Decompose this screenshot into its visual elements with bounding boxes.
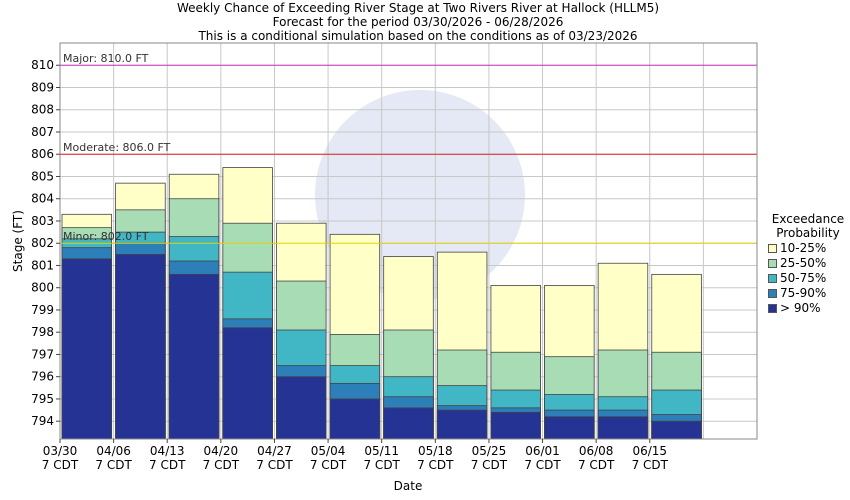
- plot-border: [59, 42, 758, 440]
- y-tick-label: 809: [31, 80, 54, 94]
- bar-segment: [383, 407, 434, 440]
- bar-segment: [276, 376, 327, 440]
- y-axis-label: Stage (FT): [11, 210, 25, 272]
- x-tick-sublabel: 7 CDT: [256, 458, 293, 472]
- x-tick-sublabel: 7 CDT: [203, 458, 240, 472]
- x-tick-label: 04/27: [257, 444, 292, 458]
- x-tick-label: 05/11: [364, 444, 399, 458]
- y-tick-label: 800: [31, 281, 54, 295]
- y-tick-label: 802: [31, 236, 54, 250]
- legend-label: 10-25%: [780, 241, 827, 255]
- flood-level-label: Minor: 802.0 FT: [63, 230, 149, 243]
- legend-title-line1: Exceedance: [771, 212, 845, 226]
- x-tick-sublabel: 7 CDT: [417, 458, 454, 472]
- bar-segment: [115, 253, 166, 440]
- x-tick-sublabel: 7 CDT: [310, 458, 347, 472]
- x-tick-label: 04/06: [96, 444, 131, 458]
- bar-segment: [222, 327, 273, 440]
- x-tick-label: 04/13: [150, 444, 185, 458]
- y-tick-label: 808: [31, 103, 54, 117]
- x-tick-sublabel: 7 CDT: [578, 458, 615, 472]
- x-tick-sublabel: 7 CDT: [471, 458, 508, 472]
- x-tick-sublabel: 7 CDT: [149, 458, 186, 472]
- legend-label: > 90%: [780, 301, 821, 315]
- y-tick-label: 806: [31, 147, 54, 161]
- y-tick-label: 796: [31, 370, 54, 384]
- legend-swatch: [768, 304, 777, 313]
- bar-segment: [168, 273, 220, 440]
- legend-item: 10-25%: [764, 241, 850, 256]
- x-tick-label: 05/25: [472, 444, 507, 458]
- bar-segment: [544, 416, 595, 440]
- flood-level-label: Major: 810.0 FT: [63, 52, 149, 65]
- x-tick-sublabel: 7 CDT: [632, 458, 669, 472]
- x-axis-label: Date: [394, 479, 423, 493]
- x-tick-label: 04/20: [204, 444, 239, 458]
- bar-segment: [329, 398, 381, 440]
- legend-swatch: [768, 259, 777, 268]
- bar-segment: [597, 416, 649, 440]
- x-tick-label: 06/08: [579, 444, 614, 458]
- legend-label: 25-50%: [780, 256, 827, 270]
- y-tick-label: 801: [31, 258, 54, 272]
- chart-subtitle: Forecast for the period 03/30/2026 - 06/…: [272, 15, 564, 29]
- y-tick-label: 797: [31, 347, 54, 361]
- y-tick-label: 798: [31, 325, 54, 339]
- legend-item: 75-90%: [764, 286, 850, 301]
- legend: Exceedance Probability 10-25% 25-50% 50-75…: [764, 212, 850, 316]
- legend-item: > 90%: [764, 301, 850, 316]
- legend-label: 50-75%: [780, 271, 827, 285]
- y-tick-label: 794: [31, 414, 54, 428]
- bar-segment: [436, 409, 488, 440]
- legend-label: 75-90%: [780, 286, 827, 300]
- x-tick-label: 05/18: [418, 444, 453, 458]
- legend-swatch: [768, 289, 777, 298]
- x-tick-label: 03/30: [43, 444, 78, 458]
- y-tick-label: 799: [31, 303, 54, 317]
- y-tick-label: 805: [31, 169, 54, 183]
- x-tick-sublabel: 7 CDT: [524, 458, 561, 472]
- x-tick-sublabel: 7 CDT: [95, 458, 132, 472]
- y-tick-label: 803: [31, 214, 54, 228]
- x-tick-sublabel: 7 CDT: [363, 458, 400, 472]
- x-tick-label: 06/15: [632, 444, 667, 458]
- y-tick-label: 804: [31, 192, 54, 206]
- legend-item: 50-75%: [764, 271, 850, 286]
- bar-segment: [61, 258, 113, 440]
- legend-title-line2: Probability: [776, 226, 840, 240]
- legend-items: 10-25% 25-50% 50-75% 75-90% > 90%: [764, 241, 850, 316]
- bar-segment: [490, 411, 541, 440]
- y-tick-label: 807: [31, 125, 54, 139]
- x-tick-label: 05/04: [311, 444, 346, 458]
- x-tick-label: 06/01: [525, 444, 560, 458]
- x-tick-sublabel: 7 CDT: [42, 458, 79, 472]
- flood-level-label: Moderate: 806.0 FT: [63, 141, 171, 154]
- legend-swatch: [768, 274, 777, 283]
- chart-title: Weekly Chance of Exceeding River Stage a…: [176, 1, 660, 15]
- chart-note: This is a conditional simulation based o…: [198, 29, 638, 43]
- bar-segment: [651, 420, 702, 440]
- y-tick-label: 810: [31, 58, 54, 72]
- legend-item: 25-50%: [764, 256, 850, 271]
- y-tick-label: 795: [31, 392, 54, 406]
- legend-swatch: [768, 244, 777, 253]
